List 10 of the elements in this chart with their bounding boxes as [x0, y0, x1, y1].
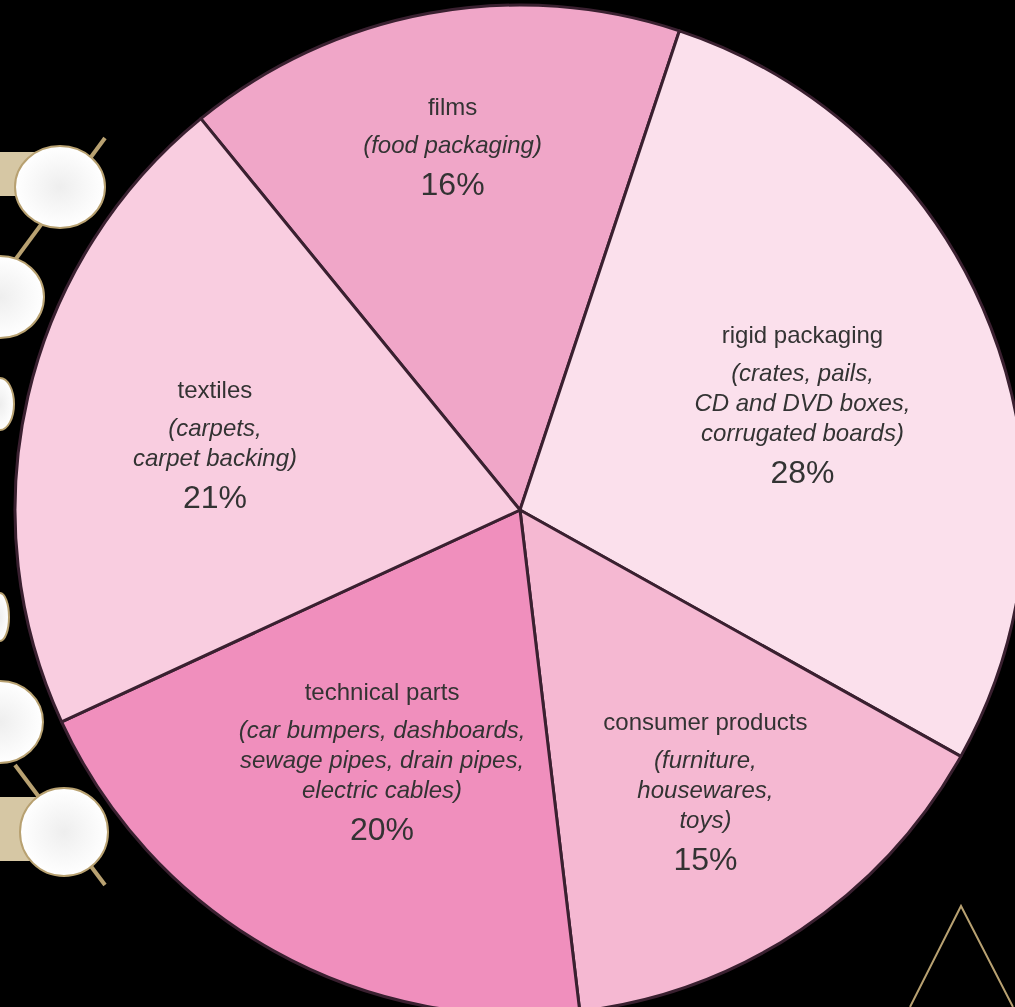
slice-label: consumer products (furniture, housewares, toys) — [603, 707, 808, 833]
slice-label: rigid packaging (crates, pails, CD and DVD boxes, corrugated boards) — [694, 321, 911, 447]
slice-label: technical parts (car bumpers, dashboards, sewage pipes, drain pipes, electric cables) — [238, 677, 526, 803]
data-label: 15% — [673, 840, 738, 877]
data-label: 16% — [420, 166, 485, 203]
data-label: 20% — [350, 810, 415, 847]
slice-label: films (food packaging) — [363, 93, 542, 159]
slice-label: textiles (carpets, carpet backing) — [132, 375, 297, 471]
data-label: 28% — [770, 454, 835, 491]
data-label: 21% — [182, 478, 247, 515]
